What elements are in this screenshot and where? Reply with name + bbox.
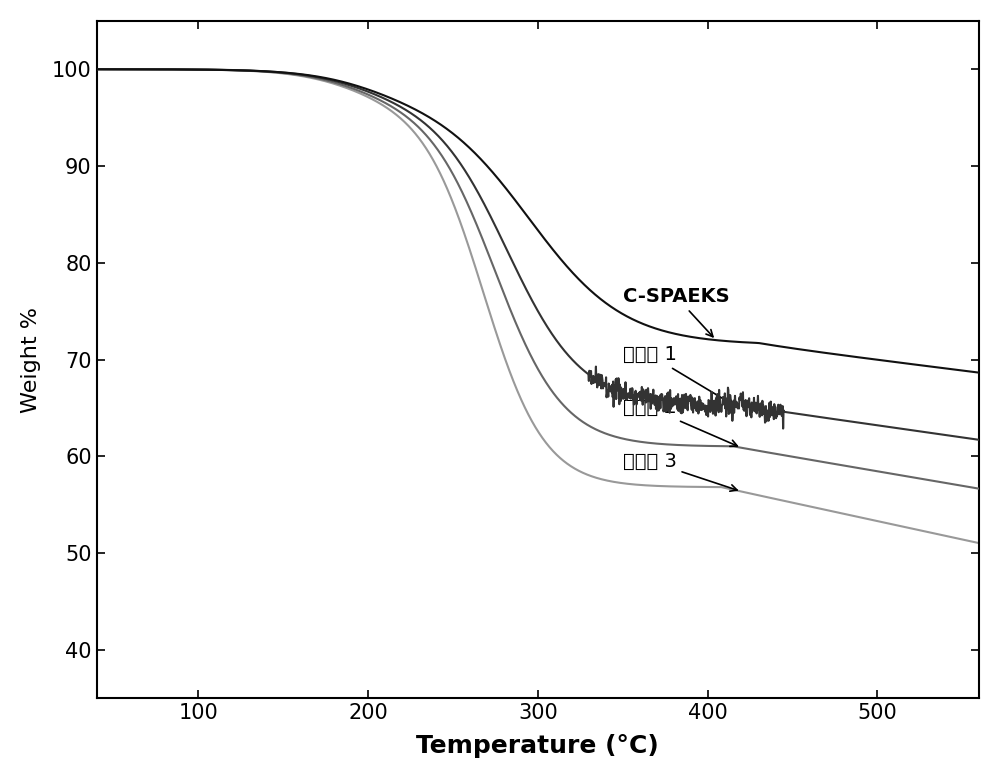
- Text: 实施例 2: 实施例 2: [623, 398, 737, 446]
- Text: 实施例 1: 实施例 1: [623, 345, 734, 405]
- Y-axis label: Weight %: Weight %: [21, 306, 41, 413]
- X-axis label: Temperature (°C): Temperature (°C): [416, 734, 659, 758]
- Text: 实施例 3: 实施例 3: [623, 452, 737, 492]
- Text: C-SPAEKS: C-SPAEKS: [623, 287, 729, 337]
